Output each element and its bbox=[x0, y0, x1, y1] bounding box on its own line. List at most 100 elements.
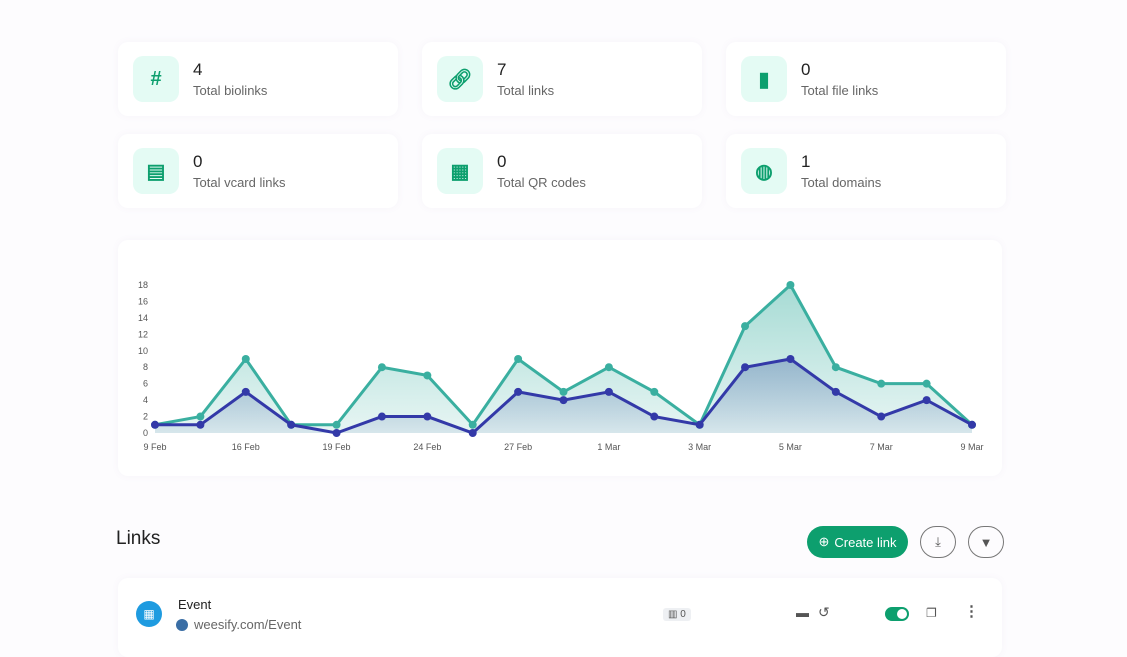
data-point bbox=[514, 387, 523, 396]
statistics-chart: 0 2 4 6 8 10 12 14 16 18 9 Feb 16 Feb 19 Feb 24 Feb 27… bbox=[118, 240, 1002, 476]
stat-card: ▤ 0 Total vcard links bbox=[118, 134, 398, 208]
data-point bbox=[468, 420, 477, 429]
x-tick-label: 1 Mar bbox=[597, 442, 620, 452]
data-point bbox=[423, 371, 432, 380]
data-point bbox=[831, 363, 840, 372]
data-point bbox=[877, 412, 886, 421]
data-point bbox=[559, 396, 568, 405]
y-tick-label: 14 bbox=[138, 313, 148, 323]
clicks-badge[interactable]: ▥ 0 bbox=[663, 608, 691, 621]
data-point bbox=[332, 420, 341, 429]
data-point bbox=[650, 412, 659, 421]
data-point bbox=[377, 412, 386, 421]
create-link-button[interactable]: ⊕ Create link bbox=[807, 526, 908, 558]
data-point bbox=[241, 387, 250, 396]
stat-value: 0 bbox=[801, 60, 811, 79]
data-point bbox=[559, 387, 568, 396]
bar-chart-icon: ▥ bbox=[668, 609, 681, 620]
stat-value: 0 bbox=[497, 152, 507, 171]
calendar-icon: ▦ bbox=[136, 601, 162, 627]
copy-icon[interactable]: ❐ bbox=[926, 606, 937, 620]
x-tick-label: 27 Feb bbox=[504, 442, 532, 452]
chart-svg: 0 2 4 6 8 10 12 14 16 18 9 Feb 16 Feb 19 Feb 24 Feb 27… bbox=[138, 280, 984, 452]
wordpress-icon bbox=[176, 618, 188, 631]
y-tick-label: 10 bbox=[138, 346, 148, 356]
x-tick-label: 16 Feb bbox=[232, 442, 260, 452]
data-point bbox=[922, 396, 931, 405]
data-point bbox=[786, 281, 795, 289]
history-icon[interactable]: ↺ bbox=[818, 604, 830, 620]
y-tick-label: 4 bbox=[143, 395, 148, 405]
y-tick-label: 8 bbox=[143, 362, 148, 372]
export-button[interactable]: ⤓ bbox=[920, 526, 956, 558]
globe-icon: ◍ bbox=[741, 148, 787, 194]
data-point bbox=[377, 363, 386, 372]
more-options-icon[interactable]: ⋮ bbox=[964, 603, 979, 620]
data-point bbox=[287, 420, 296, 429]
stat-label: Total vcard links bbox=[193, 175, 286, 190]
data-point bbox=[468, 429, 477, 437]
data-point bbox=[695, 420, 704, 429]
data-point bbox=[604, 363, 613, 372]
x-tick-label: 9 Mar bbox=[960, 442, 983, 452]
y-tick-label: 6 bbox=[143, 379, 148, 389]
data-point bbox=[741, 363, 750, 372]
y-tick-label: 16 bbox=[138, 296, 148, 306]
x-tick-label: 19 Feb bbox=[323, 442, 351, 452]
link-row: ▦ Event weesify.com/Event ▥ 0 ▬ ↺ ❐ ⋮ bbox=[118, 578, 1002, 657]
stat-value: 7 bbox=[497, 60, 507, 79]
filter-button[interactable]: ▼ bbox=[968, 526, 1004, 558]
y-tick-label: 0 bbox=[143, 428, 148, 438]
data-point bbox=[241, 355, 250, 363]
stat-value: 4 bbox=[193, 60, 203, 79]
data-point bbox=[196, 412, 205, 421]
data-point bbox=[332, 429, 341, 437]
data-point bbox=[786, 355, 795, 363]
filter-icon: ▼ bbox=[979, 534, 993, 550]
stat-card: ▦ 0 Total QR codes bbox=[422, 134, 702, 208]
plus-circle-icon: ⊕ bbox=[818, 534, 830, 549]
y-tick-label: 12 bbox=[138, 329, 148, 339]
qrcode-icon: ▦ bbox=[437, 148, 483, 194]
stat-value: 0 bbox=[193, 152, 203, 171]
x-tick-label: 9 Feb bbox=[143, 442, 166, 452]
stat-card: ◍ 1 Total domains bbox=[726, 134, 1006, 208]
link-icon: 🔗︎ bbox=[437, 56, 483, 102]
vcard-icon: ▤ bbox=[133, 148, 179, 194]
hash-icon: # bbox=[133, 56, 179, 102]
data-point bbox=[650, 387, 659, 396]
data-point bbox=[968, 420, 976, 429]
x-tick-label: 3 Mar bbox=[688, 442, 711, 452]
file-icon: ▮ bbox=[741, 56, 787, 102]
stat-label: Total QR codes bbox=[497, 175, 586, 190]
data-point bbox=[922, 379, 931, 388]
download-icon: ⤓ bbox=[935, 534, 941, 549]
links-title: Links bbox=[116, 528, 161, 549]
stat-label: Total links bbox=[497, 83, 555, 98]
data-point bbox=[831, 387, 840, 396]
stat-card: ▮ 0 Total file links bbox=[726, 42, 1006, 116]
link-url[interactable]: weesify.com/Event bbox=[194, 617, 302, 632]
stat-label: Total file links bbox=[801, 83, 879, 98]
link-name[interactable]: Event bbox=[178, 597, 212, 612]
y-tick-label: 2 bbox=[143, 412, 148, 422]
data-point bbox=[151, 420, 159, 429]
x-tick-label: 5 Mar bbox=[779, 442, 802, 452]
data-point bbox=[196, 420, 205, 429]
data-point bbox=[877, 379, 886, 388]
series-area bbox=[155, 359, 972, 433]
stat-value: 1 bbox=[801, 152, 811, 171]
stat-card: #4 Total biolinks bbox=[118, 42, 398, 116]
y-tick-label: 18 bbox=[138, 280, 148, 290]
schedule-icon[interactable]: ▬ bbox=[796, 605, 809, 620]
data-point bbox=[514, 355, 523, 363]
x-tick-label: 24 Feb bbox=[413, 442, 441, 452]
stat-label: Total domains bbox=[801, 175, 882, 190]
stat-label: Total biolinks bbox=[193, 83, 268, 98]
data-point bbox=[423, 412, 432, 421]
enable-toggle[interactable] bbox=[885, 607, 909, 621]
x-tick-label: 7 Mar bbox=[870, 442, 893, 452]
data-point bbox=[741, 322, 750, 331]
data-point bbox=[604, 387, 613, 396]
stat-card: 🔗︎ 7 Total links bbox=[422, 42, 702, 116]
